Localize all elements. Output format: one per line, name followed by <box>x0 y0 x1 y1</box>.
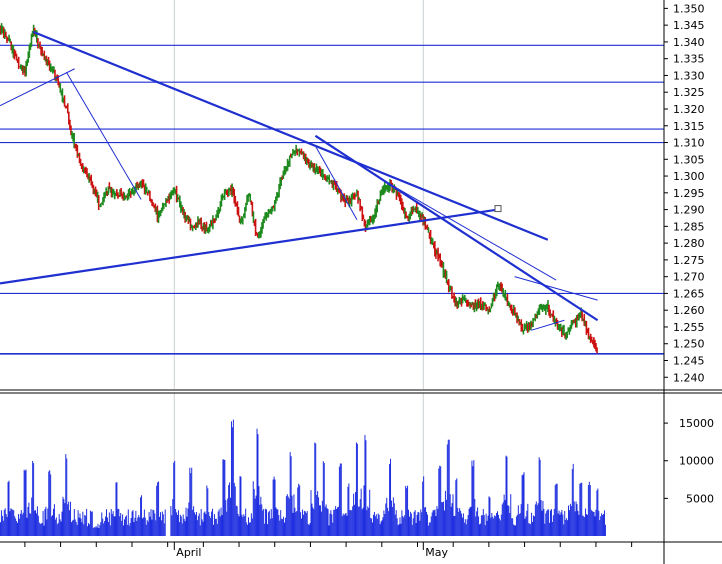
trend-line <box>314 134 599 322</box>
price-tick-label: 1.305 <box>673 153 705 166</box>
price-tick-label: 1.250 <box>673 338 705 351</box>
price-tick-label: 1.280 <box>673 237 705 250</box>
price-tick-label: 1.325 <box>673 86 705 99</box>
price-tick-label: 1.270 <box>673 271 705 284</box>
trend-line <box>65 71 142 200</box>
price-tick-label: 1.340 <box>673 36 705 49</box>
volume-tick-label: 15000 <box>679 417 714 430</box>
price-tick-label: 1.330 <box>673 69 705 82</box>
trend-line <box>381 178 557 281</box>
volume-tick-label: 10000 <box>679 455 714 468</box>
month-label: April <box>176 546 201 559</box>
price-tick-label: 1.315 <box>673 120 705 133</box>
price-tick-label: 1.300 <box>673 170 705 183</box>
trend-line <box>32 30 549 241</box>
trend-line <box>514 276 598 301</box>
price-tick-label: 1.260 <box>673 304 705 317</box>
price-tick-label: 1.265 <box>673 287 705 300</box>
price-tick-label: 1.290 <box>673 204 705 217</box>
price-tick-label: 1.255 <box>673 321 705 334</box>
volume-tick-label: 5000 <box>686 492 714 505</box>
price-tick-label: 1.345 <box>673 19 705 32</box>
price-tick-label: 1.245 <box>673 354 705 367</box>
price-tick-label: 1.350 <box>673 2 705 15</box>
price-tick-label: 1.275 <box>673 254 705 267</box>
trend-line <box>531 319 565 331</box>
price-tick-label: 1.310 <box>673 137 705 150</box>
volume-panel <box>0 393 606 536</box>
trend-line <box>314 145 358 220</box>
price-tick-label: 1.240 <box>673 371 705 384</box>
price-tick-label: 1.285 <box>673 220 705 233</box>
trend-line <box>0 68 75 107</box>
month-label: May <box>425 546 448 559</box>
price-tick-label: 1.320 <box>673 103 705 116</box>
price-panel <box>0 0 664 389</box>
price-tick-label: 1.295 <box>673 187 705 200</box>
trend-line <box>0 208 499 285</box>
price-tick-label: 1.335 <box>673 53 705 66</box>
trendline-handle-marker <box>494 205 502 213</box>
